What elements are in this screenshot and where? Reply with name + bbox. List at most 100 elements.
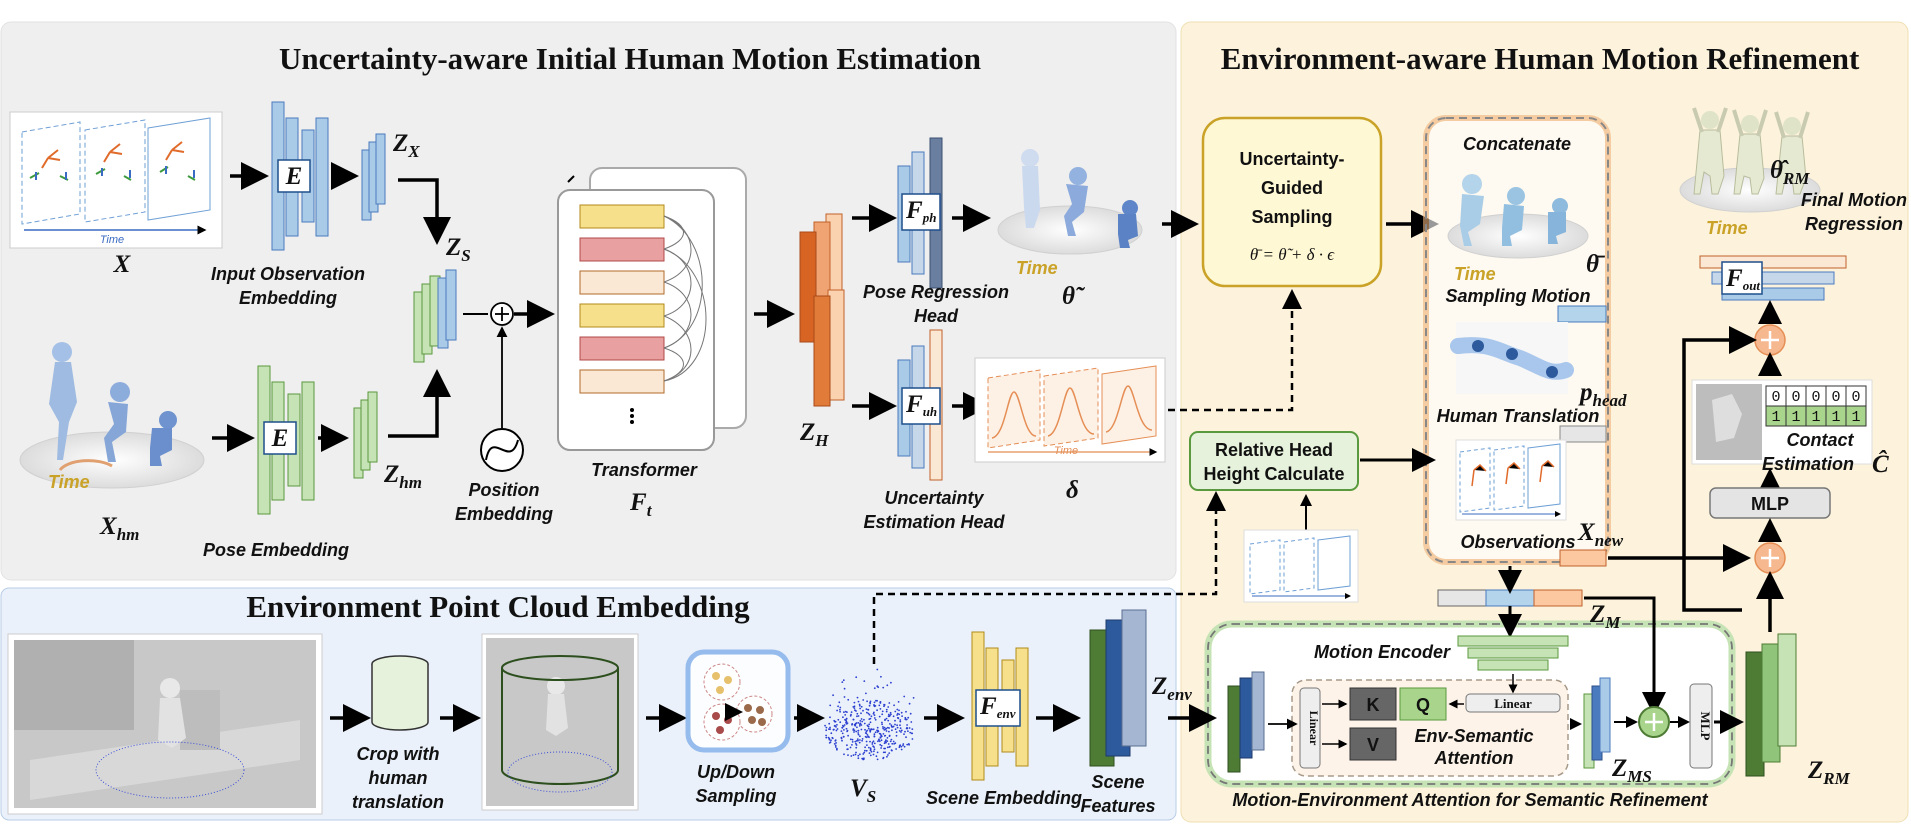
label-observations: Observations	[1460, 532, 1575, 552]
add-position-operator	[490, 302, 514, 326]
uncertainty-head: Fuh	[897, 329, 943, 481]
label-final-motion-2: Regression	[1805, 214, 1903, 234]
updown-sampling-icon	[685, 649, 791, 753]
lower-add-operator	[1754, 542, 1786, 574]
module-mlp-label: MLP	[1698, 712, 1713, 741]
label-scene-feat-2: Features	[1080, 796, 1155, 816]
scene-image-1	[7, 633, 323, 815]
symbol-xnew: Xnew	[1577, 519, 1624, 550]
contact-digit: 1	[1831, 409, 1840, 426]
label-sampling-motion: Sampling Motion	[1446, 286, 1591, 306]
symbol-zhm: Zhm	[383, 461, 422, 492]
title-refine: Environment-aware Human Motion Refinemen…	[1221, 41, 1860, 76]
label-position-emb-1: Position	[469, 480, 540, 500]
contact-digit: 1	[1791, 409, 1800, 426]
label-updown-2: Sampling	[695, 786, 776, 806]
time-label-sampling: Time	[1454, 264, 1496, 284]
symbol-c-hat: Ĉ	[1872, 449, 1889, 478]
symbol-x: X	[113, 251, 132, 278]
label-env-sem-attn-1: Env-Semantic	[1414, 726, 1533, 746]
pose-encoder: E	[257, 365, 315, 515]
module-mlp: MLP	[1689, 683, 1713, 769]
label-input-obs-emb-2: Embedding	[239, 288, 337, 308]
module-add-operator	[1638, 706, 1670, 738]
transformer-block	[557, 167, 747, 451]
linear-vertical-label: Linear	[1307, 711, 1321, 746]
label-pose-head-2: Head	[914, 306, 959, 326]
crop-cylinder-icon	[371, 655, 429, 731]
pose-sequence-illustration	[19, 342, 205, 489]
symbol-zrm: ZRM	[1807, 757, 1851, 788]
mlp-label: MLP	[1751, 494, 1789, 514]
sampling-token	[1557, 305, 1607, 323]
contact-digit: 1	[1851, 409, 1860, 426]
label-crop-1: Crop with	[357, 744, 440, 764]
ugs-formula: θ̄ = θ̃ + δ · ϵ	[1250, 245, 1335, 264]
scene-encoder: Fenv	[971, 631, 1029, 781]
encoder-e-label: E	[285, 163, 303, 190]
obs-token	[1559, 549, 1607, 567]
time-label-xhm: Time	[48, 472, 90, 492]
position-embedding-icon	[480, 428, 524, 472]
zrm-feature	[1745, 633, 1797, 777]
symbol-vs: VS	[850, 775, 876, 806]
input-observation-encoder: E	[271, 101, 329, 251]
label-crop-3: translation	[352, 792, 444, 812]
label-env-sem-attn-2: Attention	[1434, 748, 1514, 768]
time-label-theta: Time	[1016, 258, 1058, 278]
motion-encoder	[1457, 635, 1569, 671]
rhh-line-1: Relative Head	[1215, 440, 1333, 460]
zs-feature	[413, 269, 457, 363]
scene-point-cloud	[824, 668, 915, 761]
label-final-motion-1: Final Motion	[1801, 190, 1907, 210]
label-transformer: Transformer	[591, 460, 698, 480]
contact-digit: 0	[1811, 389, 1820, 406]
label-pose-head-1: Pose Regression	[863, 282, 1009, 302]
label-updown-1: Up/Down	[697, 762, 775, 782]
label-unc-head-2: Estimation Head	[863, 512, 1005, 532]
head-token	[1559, 425, 1607, 443]
mlp-box: MLP	[1709, 487, 1831, 519]
title-initial: Uncertainty-aware Initial Human Motion E…	[279, 41, 981, 76]
uncertainty-distribution: Time	[974, 357, 1166, 463]
final-motion-illustration	[1679, 107, 1821, 213]
relative-head-height-box: Relative Head Height Calculate	[1189, 431, 1359, 491]
v-label: V	[1367, 735, 1379, 755]
label-contact-2: Estimation	[1762, 454, 1854, 474]
label-concatenate: Concatenate	[1463, 134, 1571, 154]
q-label: Q	[1416, 695, 1430, 715]
symbol-fout: Fout	[1725, 265, 1760, 293]
label-unc-head-1: Uncertainty	[884, 488, 984, 508]
contact-estimation: 0 0 0 0 01 1 1 1 1	[1691, 379, 1873, 465]
symbol-xhm: Xhm	[99, 513, 139, 544]
symbol-fph: Fph	[905, 197, 936, 225]
label-position-emb-2: Embedding	[455, 504, 553, 524]
zm-token-strip	[1437, 589, 1583, 607]
symbol-fuh: Fuh	[905, 391, 937, 419]
symbol-zm: ZM	[1589, 601, 1621, 632]
initial-motion-illustration	[997, 149, 1143, 255]
contact-digit: 0	[1831, 389, 1840, 406]
observation-thumbnail	[1243, 529, 1359, 603]
symbol-zx: ZX	[392, 130, 420, 161]
observation-frames: Time	[9, 111, 223, 249]
ugs-title-1: Uncertainty-	[1239, 149, 1344, 169]
time-label-final: Time	[1706, 218, 1748, 238]
sampling-motion-illustration	[1447, 174, 1589, 259]
scene-features	[1089, 609, 1147, 767]
title-pointcloud: Environment Point Cloud Embedding	[246, 589, 750, 624]
label-scene-emb: Scene Embedding	[926, 788, 1082, 808]
contact-digit: 0	[1851, 389, 1860, 406]
human-translation-illustration	[1450, 322, 1574, 394]
zx-feature	[361, 133, 386, 221]
zms-feature	[1583, 677, 1611, 769]
label-crop-2: human	[368, 768, 427, 788]
symbol-delta: δ	[1066, 477, 1079, 504]
symbol-fenv: Fenv	[979, 693, 1016, 721]
symbol-zs: ZS	[445, 234, 471, 265]
scene-image-cropped	[481, 633, 639, 811]
symbol-zh: ZH	[799, 419, 829, 450]
linear-horizontal-label: Linear	[1494, 696, 1532, 711]
